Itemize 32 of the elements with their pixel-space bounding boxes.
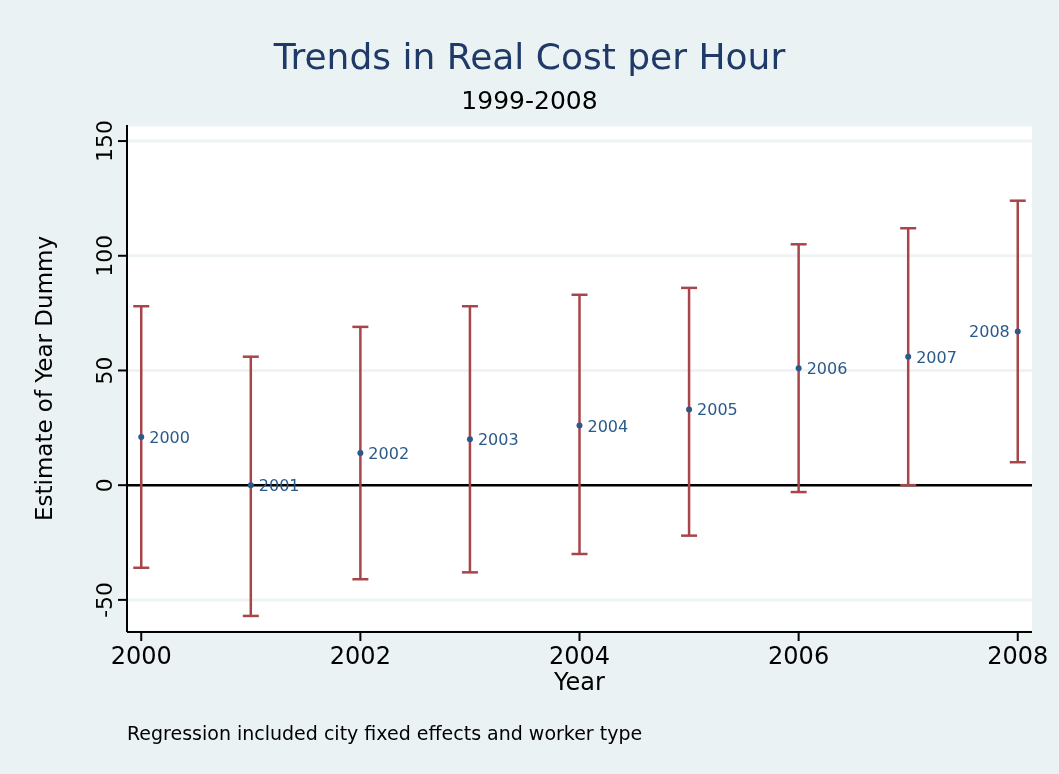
annotation: 2006 xyxy=(806,359,848,379)
annotation: 2007 xyxy=(916,347,957,367)
point xyxy=(686,406,693,413)
point xyxy=(247,482,254,489)
annotation: 2000 xyxy=(149,428,190,447)
point xyxy=(576,422,583,429)
point xyxy=(466,436,473,443)
x-axis-title: Year xyxy=(553,668,606,696)
chart-title: Trends in Real Cost per Hour xyxy=(272,36,787,77)
y-tick-label: -50 xyxy=(92,581,117,618)
point xyxy=(138,434,145,440)
x-tick-label: 2004 xyxy=(548,642,611,671)
annotation: 2005 xyxy=(697,400,738,420)
x-tick-label: 2008 xyxy=(987,642,1049,671)
y-tick-label: 150 xyxy=(92,120,117,163)
x-tick-label: 2000 xyxy=(110,642,172,671)
x-tick-label: 2006 xyxy=(768,642,830,671)
point xyxy=(1014,328,1021,335)
y-tick-label: 50 xyxy=(92,356,117,385)
y-tick-label: 0 xyxy=(92,478,117,493)
chart-subtitle: 1999-2008 xyxy=(460,86,599,115)
x-tick-label: 2002 xyxy=(329,642,391,671)
point xyxy=(357,450,364,457)
annotation: 2004 xyxy=(587,416,629,436)
annotation: 2008 xyxy=(969,322,1010,342)
annotation: 2003 xyxy=(477,430,519,450)
y-tick-label: 100 xyxy=(92,234,117,277)
annotation: 2002 xyxy=(368,444,410,464)
point xyxy=(795,365,802,372)
y-axis-title: Estimate of Year Dummy xyxy=(31,235,58,522)
point xyxy=(905,353,912,360)
text: Regression included city fixed effects and worker type xyxy=(127,722,643,744)
